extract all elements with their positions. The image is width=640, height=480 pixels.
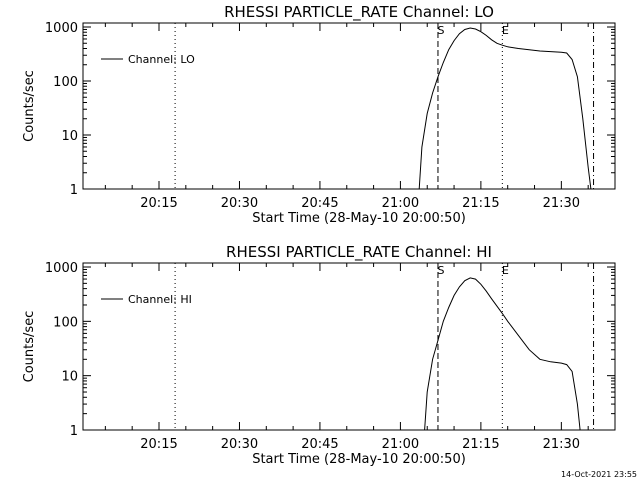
- x-tick-label: 21:15: [462, 196, 499, 211]
- x-tick-label: 20:15: [140, 437, 177, 452]
- x-tick-label: 20:45: [301, 196, 338, 211]
- chart-title: RHESSI PARTICLE_RATE Channel: LO: [224, 3, 494, 22]
- hi-channel-panel: RHESSI PARTICLE_RATE Channel: HI 1 10 100 10…: [22, 243, 616, 467]
- legend-label: Channel: LO: [128, 53, 195, 66]
- x-axis-label: Start Time (28-May-10 20:00:50): [252, 211, 466, 226]
- y-tick-label: 1: [70, 424, 78, 439]
- x-tick-label: 21:30: [543, 196, 580, 211]
- x-axis-label: Start Time (28-May-10 20:00:50): [252, 452, 466, 467]
- y-tick-label: 100: [53, 315, 78, 330]
- y-axis-label: Counts/sec: [22, 311, 37, 383]
- lo-channel-panel: RHESSI PARTICLE_RATE Channel: LO 1 10 100 10…: [22, 3, 616, 226]
- x-tick-label: 21:30: [543, 437, 580, 452]
- x-tick-label: 21:15: [462, 437, 499, 452]
- x-tick-label: 20:30: [221, 437, 258, 452]
- y-tick-label: 1000: [45, 21, 78, 36]
- time-marker-label: S: [437, 24, 444, 37]
- y-tick-label: 10: [61, 370, 78, 385]
- time-marker-label: S: [437, 264, 444, 277]
- time-marker-label: E: [502, 24, 509, 37]
- plot-frame: [82, 262, 616, 431]
- plot-frame: [82, 22, 616, 190]
- y-tick-label: 100: [53, 75, 78, 90]
- y-tick-label: 10: [61, 129, 78, 144]
- legend-label: Channel: HI: [128, 293, 192, 306]
- y-tick-label: 1: [70, 183, 78, 198]
- time-marker-label: E: [502, 264, 509, 277]
- plot-timestamp: 14-Oct-2021 23:55: [561, 470, 637, 479]
- x-tick-label: 20:15: [140, 196, 177, 211]
- x-tick-label: 20:30: [221, 196, 258, 211]
- series-line: [418, 27, 592, 190]
- x-tick-label: 21:00: [382, 196, 419, 211]
- series-line: [424, 277, 581, 431]
- x-tick-label: 20:45: [301, 437, 338, 452]
- x-tick-label: 21:00: [382, 437, 419, 452]
- chart-title: RHESSI PARTICLE_RATE Channel: HI: [226, 243, 492, 262]
- y-tick-label: 1000: [45, 261, 78, 276]
- y-axis-label: Counts/sec: [22, 70, 37, 142]
